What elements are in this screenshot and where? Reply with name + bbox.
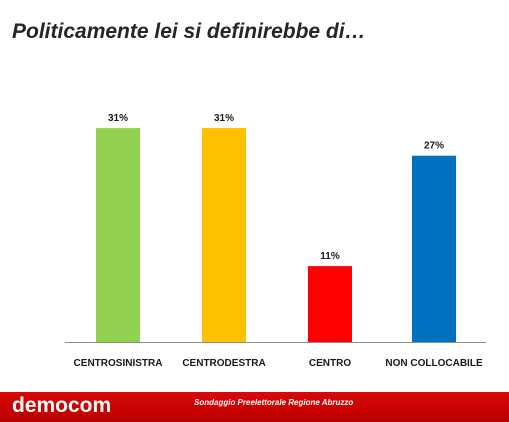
footer-caption: Sondaggio Preelettorale Regione Abruzzo	[194, 398, 354, 407]
bar-centrosinistra	[96, 128, 140, 342]
data-label: 31%	[108, 113, 128, 124]
category-label: NON COLLOCABILE	[385, 358, 483, 369]
bar-centrodestra	[202, 128, 246, 342]
labels-group: 31% CENTROSINISTRA 31% CENTRODESTRA 11% CENTR…	[74, 113, 483, 369]
bar-non-collocabile	[412, 155, 456, 342]
footer-bar: democom Sondaggio Preelettorale Regione …	[0, 392, 509, 422]
bar-centro	[308, 266, 352, 342]
page-title: Politicamente lei si definirebbe di…	[12, 20, 366, 43]
category-label: CENTRODESTRA	[182, 358, 265, 369]
bar-chart: 31% CENTROSINISTRA 31% CENTRODESTRA 11% CENTR…	[65, 113, 486, 369]
category-label: CENTRO	[309, 358, 351, 369]
data-label: 11%	[320, 251, 340, 262]
data-label: 27%	[424, 141, 444, 152]
category-label: CENTROSINISTRA	[74, 358, 163, 369]
democom-logo: democom	[12, 394, 112, 417]
data-label: 31%	[214, 113, 234, 124]
bars-group	[96, 128, 456, 342]
